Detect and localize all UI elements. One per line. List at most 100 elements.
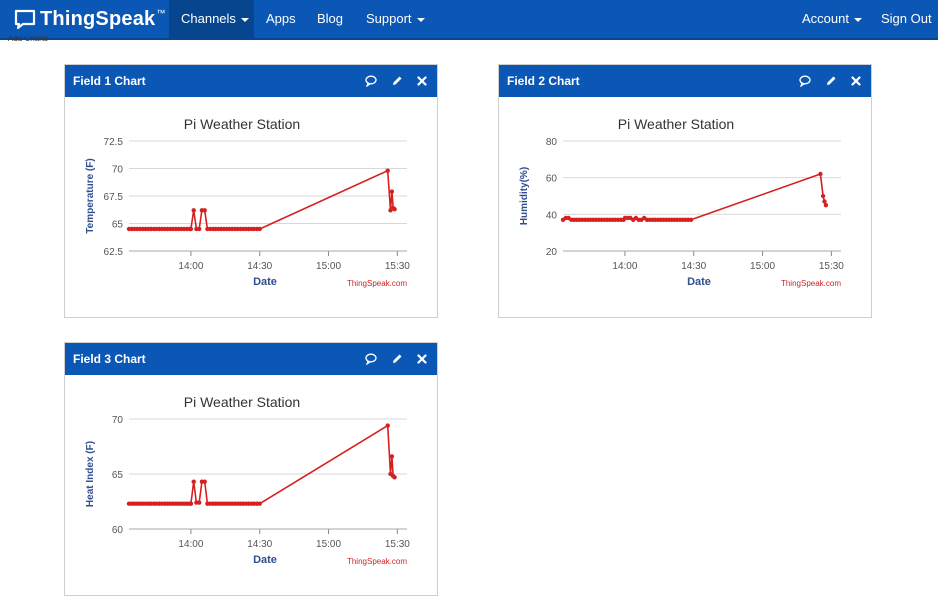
y-tick-label: 60 (112, 525, 124, 536)
series-line (129, 424, 396, 505)
chevron-down-icon (416, 17, 425, 22)
pencil-icon[interactable] (391, 353, 403, 365)
nav-apps-label: Apps (266, 11, 296, 26)
field-1-line-chart: Pi Weather Station 62.5 65 67.5 70 72.5 14:00 1… (85, 116, 410, 288)
data-point (389, 454, 395, 459)
nav-support[interactable]: Support (354, 0, 437, 38)
nav-apps[interactable]: Apps (254, 0, 308, 38)
x-tick-label: 15:00 (316, 261, 341, 272)
y-tick-label: 70 (112, 415, 124, 426)
logo-trademark: ™ (156, 8, 166, 18)
nav-blog-label: Blog (317, 11, 344, 26)
chart-area: Pi Weather Station 62.5 65 67.5 70 72.5 14:00 1… (71, 103, 431, 315)
top-navbar: ThingSpeak ™ Channels Apps Blog Support A… (0, 0, 938, 40)
data-point (385, 168, 390, 173)
x-tick-label: 14:30 (681, 261, 706, 272)
chart-title: Pi Weather Station (184, 116, 300, 132)
data-point (257, 501, 262, 506)
panel-title: Field 2 Chart (507, 74, 580, 88)
x-tick-label: 14:00 (178, 261, 203, 272)
chart-credit: ThingSpeak.com (781, 279, 841, 288)
x-axis-label: Date (687, 276, 711, 288)
panel-header: Field 2 Chart (499, 65, 871, 97)
chart-credit: ThingSpeak.com (347, 557, 407, 566)
chart-credit: ThingSpeak.com (347, 279, 407, 288)
chat-bubble-logo-icon (14, 9, 36, 30)
chart-title: Pi Weather Station (618, 116, 734, 132)
nav-sign-out[interactable]: Sign Out (869, 0, 938, 38)
series-line (129, 169, 396, 230)
x-tick-label: 14:00 (178, 539, 203, 550)
close-icon[interactable] (851, 76, 861, 86)
data-point (820, 193, 826, 199)
pencil-icon[interactable] (391, 75, 403, 87)
nav-account-label: Account (802, 11, 849, 26)
comment-icon[interactable] (365, 75, 377, 87)
panel-title: Field 3 Chart (73, 352, 146, 366)
x-tick-label: 14:00 (612, 261, 637, 272)
chart-area: Pi Weather Station 20 40 60 80 14:00 14:30 15:0… (505, 103, 865, 315)
logo-name: ThingSpeak (40, 7, 156, 30)
data-point (822, 199, 827, 204)
panel-actions (365, 65, 427, 97)
series-line (562, 173, 827, 221)
data-point (385, 423, 390, 428)
panel-header: Field 1 Chart (65, 65, 437, 97)
data-point (188, 501, 194, 506)
nav-channels[interactable]: Channels (169, 0, 254, 38)
data-point (188, 226, 194, 232)
y-tick-label: 60 (546, 174, 558, 185)
y-tick-label: 62.5 (104, 247, 124, 258)
y-tick-label: 72.5 (104, 137, 124, 148)
close-icon[interactable] (417, 354, 427, 364)
nav-support-label: Support (366, 11, 412, 26)
x-axis-label: Date (253, 276, 277, 288)
data-point (197, 226, 202, 232)
chart-title: Pi Weather Station (184, 394, 300, 410)
comment-icon[interactable] (799, 75, 811, 87)
data-point (202, 479, 207, 484)
y-tick-label: 65 (112, 220, 124, 231)
nav-sign-out-label: Sign Out (881, 11, 932, 26)
y-tick-label: 70 (112, 165, 124, 176)
data-point (191, 479, 196, 484)
data-point (818, 171, 823, 177)
nav-account[interactable]: Account (790, 0, 874, 38)
data-point (202, 208, 207, 213)
panel-title: Field 1 Chart (73, 74, 146, 88)
thingspeak-logo[interactable]: ThingSpeak ™ (14, 6, 165, 32)
y-tick-label: 80 (546, 137, 558, 148)
y-tick-label: 67.5 (104, 192, 124, 203)
panel-header: Field 3 Chart (65, 343, 437, 375)
y-axis-label: Humidity(%) (519, 167, 530, 225)
x-tick-label: 15:30 (385, 539, 410, 550)
y-tick-label: 40 (546, 210, 558, 221)
data-point (191, 208, 196, 213)
x-tick-label: 15:30 (385, 261, 410, 272)
panel-actions (799, 65, 861, 97)
x-tick-label: 15:30 (819, 261, 844, 272)
pencil-icon[interactable] (825, 75, 837, 87)
y-axis-label: Temperature (F) (85, 158, 96, 233)
nav-blog[interactable]: Blog (305, 0, 355, 38)
close-icon[interactable] (417, 76, 427, 86)
data-point (389, 189, 395, 194)
field-2-line-chart: Pi Weather Station 20 40 60 80 14:00 14:30 15:0… (519, 116, 844, 288)
x-tick-label: 15:00 (316, 539, 341, 550)
field-1-chart-panel: Field 1 Chart Pi Weather Station 62.5 65 67… (64, 64, 438, 318)
x-tick-label: 14:30 (247, 539, 272, 550)
chevron-down-icon (853, 17, 862, 22)
data-point (257, 226, 262, 232)
chart-area: Pi Weather Station 60 65 70 14:00 14:30 15:00 1… (71, 381, 431, 593)
comment-icon[interactable] (365, 353, 377, 365)
x-tick-label: 14:30 (247, 261, 272, 272)
nav-channels-label: Channels (181, 11, 236, 26)
y-tick-label: 65 (112, 470, 124, 481)
field-3-line-chart: Pi Weather Station 60 65 70 14:00 14:30 15:00 1… (85, 394, 410, 566)
data-point (688, 217, 694, 222)
panel-actions (365, 343, 427, 375)
data-point (197, 500, 202, 505)
field-2-chart-panel: Field 2 Chart Pi Weather Station 20 40 60 80… (498, 64, 872, 318)
field-3-chart-panel: Field 3 Chart Pi Weather Station 60 65 70 14… (64, 342, 438, 596)
chevron-down-icon (240, 17, 249, 22)
